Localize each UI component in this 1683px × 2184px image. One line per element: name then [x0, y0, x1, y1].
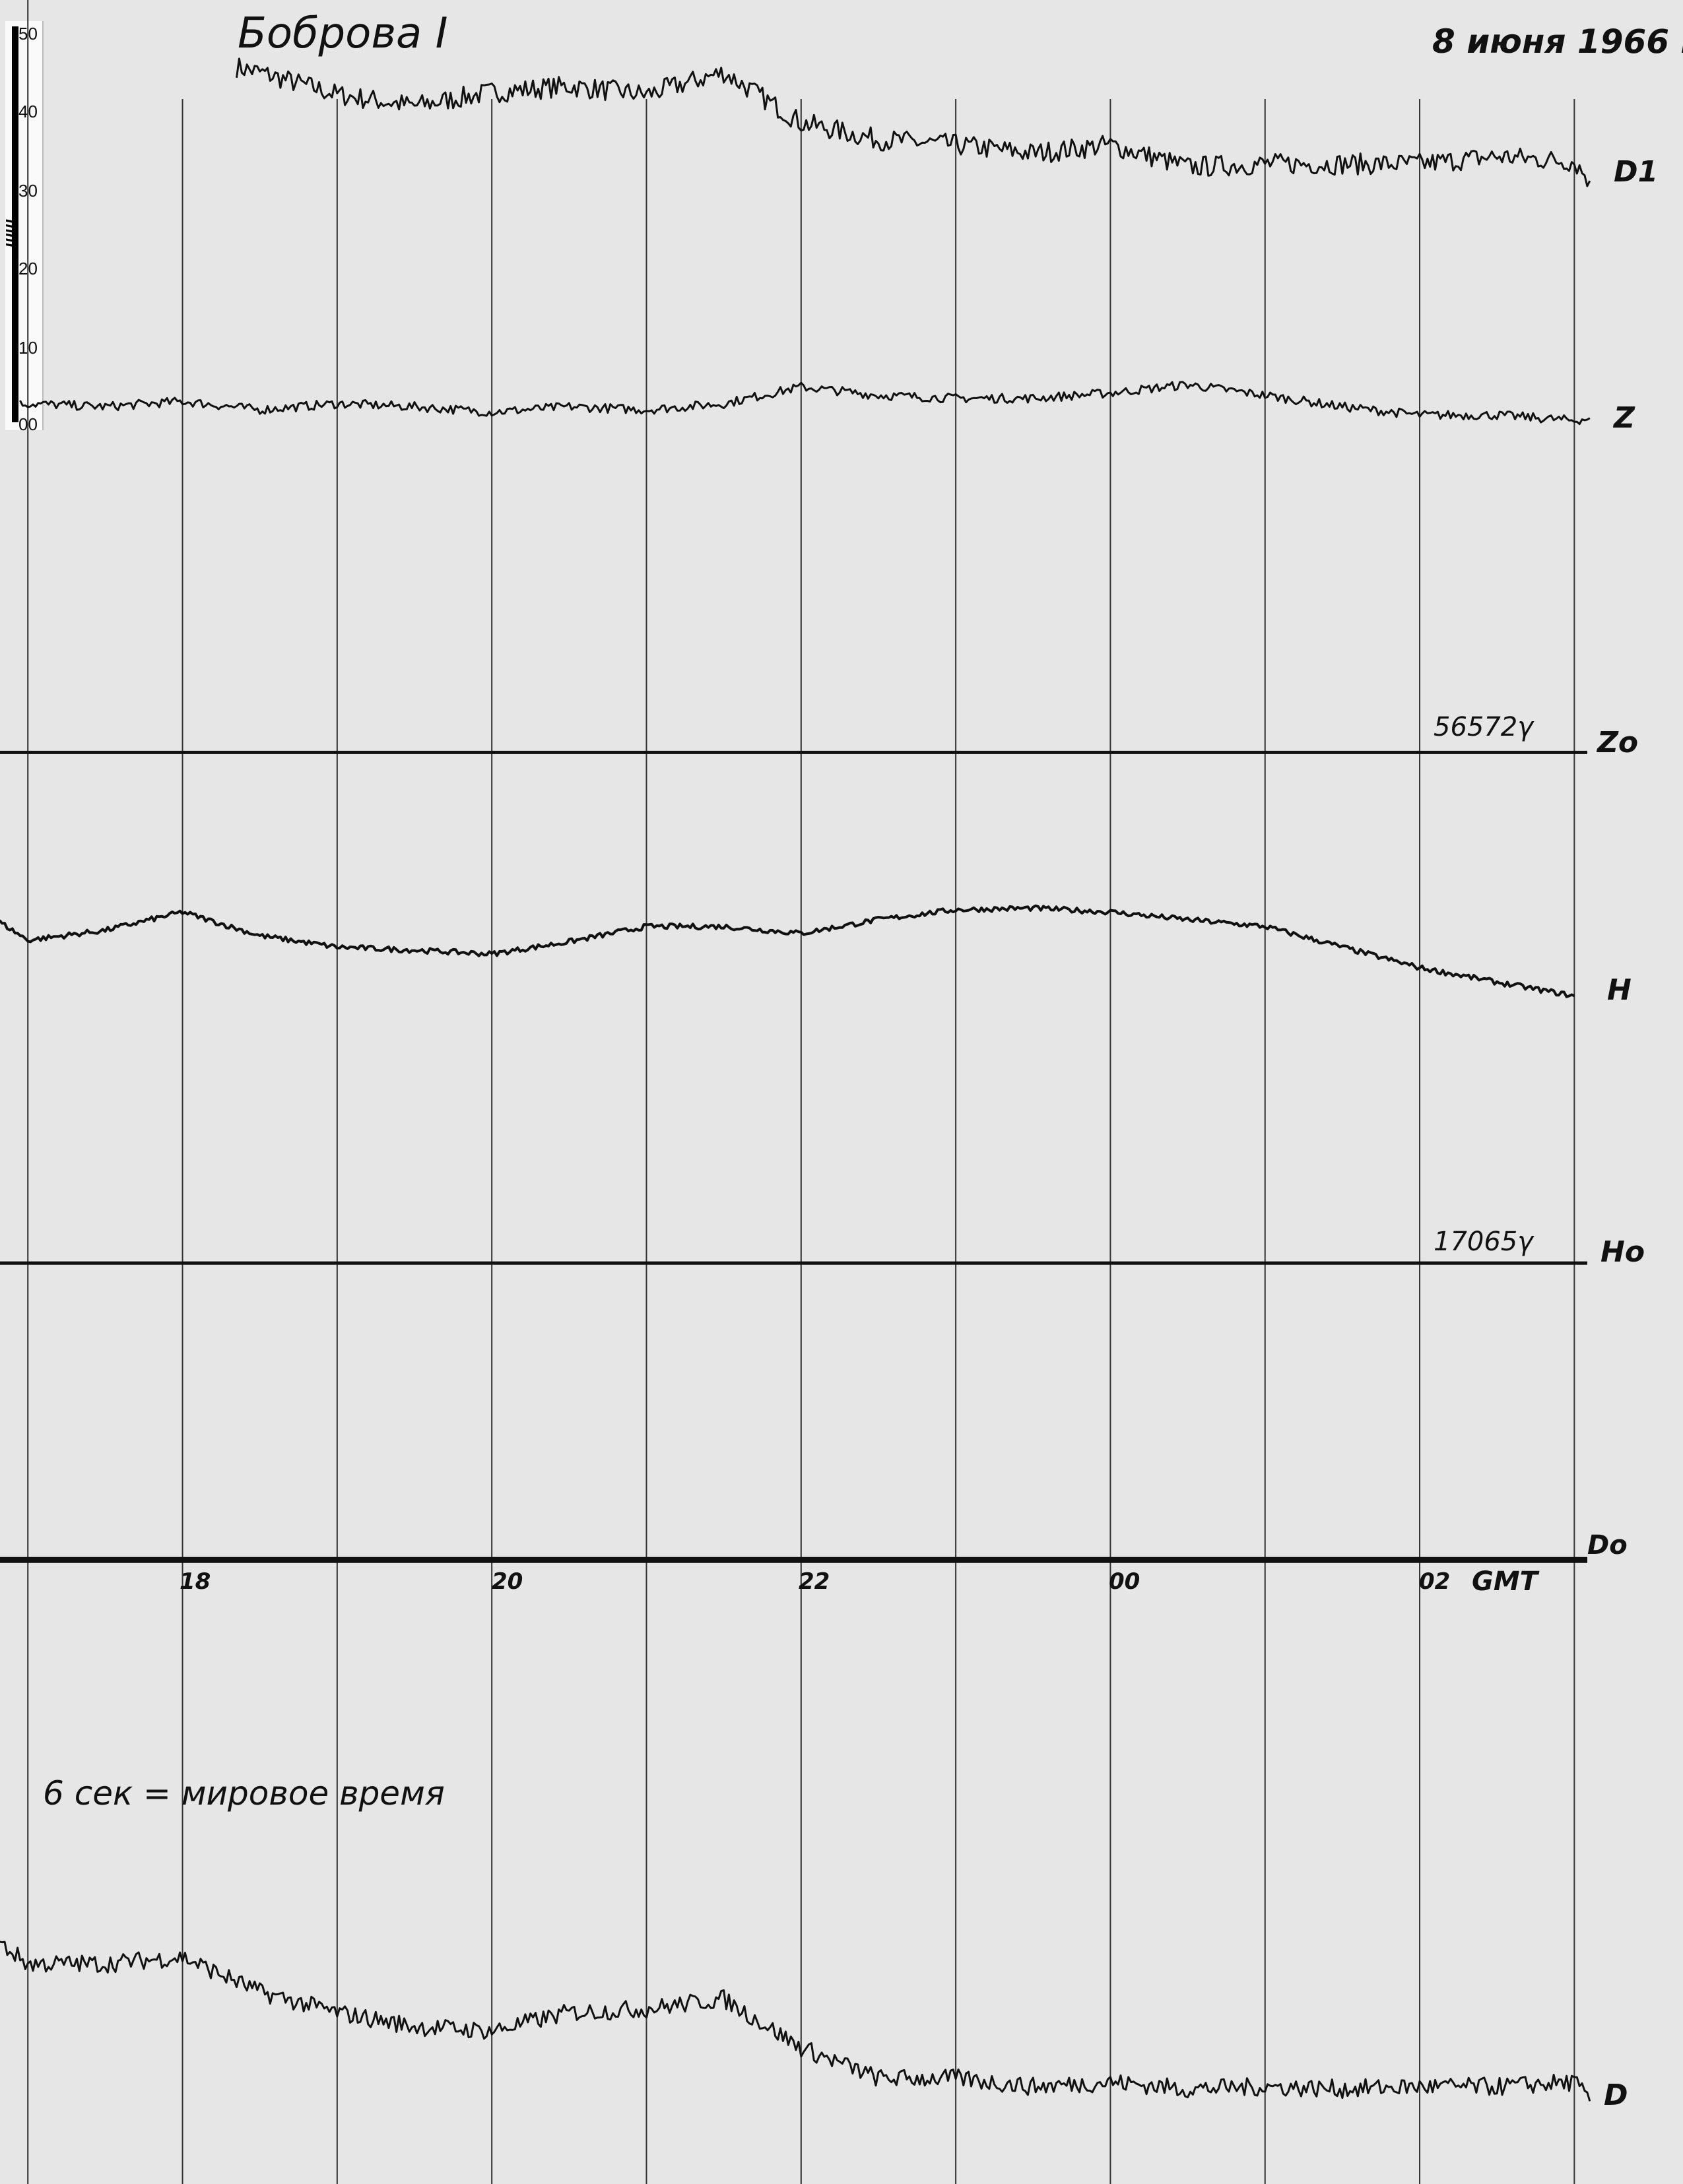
series-label-z: Z	[1612, 401, 1635, 435]
trace-d	[0, 1941, 1591, 2102]
baseline-label-do: Do	[1587, 1530, 1628, 1560]
chart-date: 8 июня 1966 г	[1432, 22, 1683, 61]
x-axis-label: GMT	[1472, 1566, 1540, 1597]
x-tick-label: 02	[1419, 1568, 1450, 1595]
series-label-d1: D1	[1614, 155, 1658, 189]
baseline-label-ho: Ho	[1600, 1235, 1645, 1269]
baseline-label-zo: Zo	[1596, 726, 1638, 759]
x-tick-label: 00	[1109, 1568, 1140, 1595]
baseline-value-ho: 17065γ	[1434, 1227, 1534, 1257]
series-label-d: D	[1604, 2078, 1628, 2112]
trace-h	[0, 904, 1575, 998]
x-tick-label: 20	[492, 1568, 523, 1595]
trace-d1	[236, 57, 1591, 187]
ruler-bar	[12, 26, 18, 422]
x-tick-label: 22	[799, 1568, 830, 1595]
chart-title: Боброва I	[238, 9, 447, 58]
series-label-h: H	[1607, 973, 1632, 1007]
x-tick-label: 18	[180, 1568, 211, 1595]
time-note: 6 сек = мировое время	[43, 1774, 445, 1813]
baseline-value-zo: 56572γ	[1434, 712, 1534, 742]
trace-z	[19, 381, 1591, 426]
